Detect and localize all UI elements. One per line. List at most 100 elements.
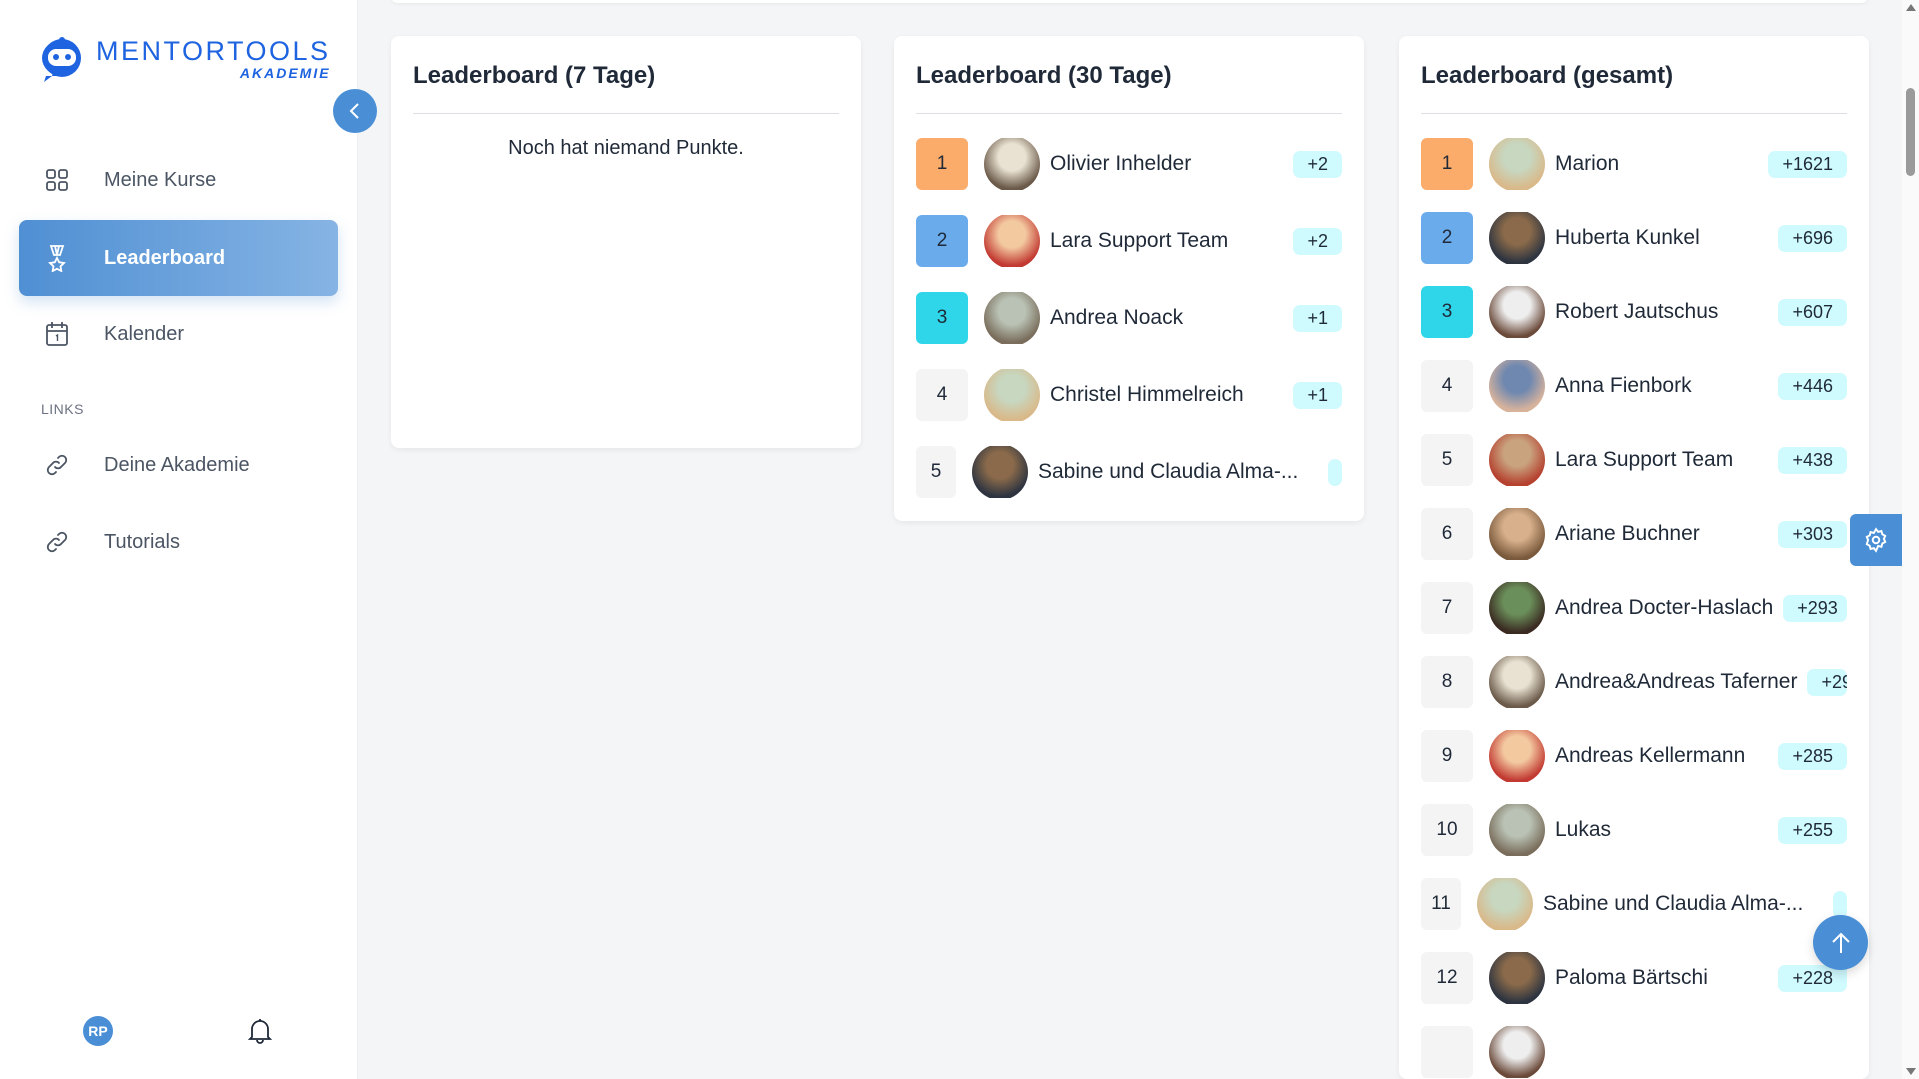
user-avatar[interactable] [984, 292, 1040, 344]
leaderboard-7-days-card: Leaderboard (7 Tage) Noch hat niemand Pu… [391, 36, 861, 448]
points-badge: +2 [1293, 227, 1342, 255]
link-icon [43, 451, 71, 479]
user-name[interactable]: Lara Support Team [1555, 448, 1734, 471]
user-avatar[interactable] [1489, 360, 1545, 412]
user-avatar[interactable] [1489, 286, 1545, 338]
points-badge: +29 [1807, 668, 1847, 696]
user-avatar[interactable] [1489, 656, 1545, 708]
link-icon [43, 528, 71, 556]
sidebar-item-meine-kurse[interactable]: Meine Kurse [19, 142, 338, 218]
leaderboard-row[interactable]: 1 Marion +1621 [1421, 138, 1847, 190]
rank-badge: 11 [1421, 878, 1461, 930]
user-name[interactable]: Andrea Docter-Haslach [1555, 596, 1774, 619]
rank-badge: 1 [916, 138, 968, 190]
rank-badge: 3 [916, 292, 968, 344]
user-name[interactable]: Christel Himmelreich [1050, 383, 1244, 406]
arrow-up-icon [1831, 932, 1850, 953]
user-avatar[interactable] [1489, 138, 1545, 190]
sidebar-item-kalender[interactable]: Kalender [19, 296, 338, 372]
user-avatar[interactable] [972, 446, 1028, 498]
user-name[interactable]: Huberta Kunkel [1555, 226, 1700, 249]
user-name[interactable]: Paloma Bärtschi [1555, 966, 1708, 989]
leaderboard-row[interactable]: 2 Lara Support Team +2 [916, 215, 1342, 267]
user-name[interactable]: Andreas Kellermann [1555, 744, 1746, 767]
user-avatar[interactable] [984, 369, 1040, 421]
collapse-sidebar-button[interactable] [333, 89, 377, 133]
sidebar-link-deine-akademie[interactable]: Deine Akademie [19, 427, 338, 503]
sidebar-item-leaderboard[interactable]: Leaderboard [19, 220, 338, 296]
links-section-label: LINKS [41, 401, 84, 417]
settings-button[interactable] [1850, 514, 1902, 566]
points-badge: +2 [1293, 150, 1342, 178]
user-name[interactable]: Andrea Noack [1050, 306, 1184, 329]
empty-message: Noch hat niemand Punkte. [508, 137, 744, 159]
points-badge: +285 [1778, 742, 1847, 770]
scroll-down-arrow-icon[interactable] [1906, 1068, 1916, 1075]
user-avatar[interactable] [1489, 730, 1545, 782]
rank-badge: 1 [1421, 138, 1473, 190]
leaderboard-row[interactable]: 9 Andreas Kellermann +285 [1421, 730, 1847, 782]
sidebar: MENTORTOOLS AKADEMIE Meine Kurse Leaderb… [0, 0, 358, 1079]
grid-icon [43, 166, 71, 194]
leaderboard-row[interactable]: 10 Lukas +255 [1421, 804, 1847, 856]
page-scrollbar[interactable] [1902, 0, 1919, 1079]
user-name[interactable]: Robert Jautschus [1555, 300, 1719, 323]
leaderboard-total-card: Leaderboard (gesamt) 1 Marion +1621 2 Hubert… [1399, 36, 1869, 1079]
user-name[interactable]: Lukas [1555, 818, 1612, 841]
user-avatar[interactable] [1489, 952, 1545, 1004]
scroll-up-arrow-icon[interactable] [1906, 4, 1916, 11]
rank-badge: 10 [1421, 804, 1473, 856]
user-avatar[interactable] [1489, 508, 1545, 560]
leaderboard-row[interactable]: 7 Andrea Docter-Haslach +293 [1421, 582, 1847, 634]
leaderboard-row[interactable]: 5 Lara Support Team +438 [1421, 434, 1847, 486]
user-avatar[interactable] [1489, 212, 1545, 264]
user-avatar[interactable] [1489, 804, 1545, 856]
leaderboard-row[interactable]: 3 Andrea Noack +1 [916, 292, 1342, 344]
user-avatar[interactable] [1489, 1026, 1545, 1078]
sidebar-item-label: Deine Akademie [104, 453, 250, 476]
rank-badge: 12 [1421, 952, 1473, 1004]
leaderboard-row[interactable]: 6 Ariane Buchner +303 [1421, 508, 1847, 560]
leaderboard-row[interactable] [1421, 1026, 1847, 1078]
sidebar-link-tutorials[interactable]: Tutorials [19, 504, 338, 580]
user-name[interactable]: Sabine und Claudia Alma-... [1038, 460, 1299, 483]
points-badge: +696 [1778, 224, 1847, 252]
leaderboard-row[interactable]: 3 Robert Jautschus +607 [1421, 286, 1847, 338]
user-name[interactable]: Lara Support Team [1050, 229, 1229, 252]
points-badge: +438 [1778, 446, 1847, 474]
leaderboard-list: 1 Marion +1621 2 Huberta Kunkel +696 3 Robert J… [1421, 138, 1847, 1078]
user-avatar[interactable] [1489, 434, 1545, 486]
card-title: Leaderboard (7 Tage) [413, 62, 656, 89]
user-name[interactable]: Olivier Inhelder [1050, 152, 1192, 175]
user-name[interactable]: Sabine und Claudia Alma-... [1543, 892, 1804, 915]
leaderboard-row[interactable]: 8 Andrea&Andreas Taferner +29 [1421, 656, 1847, 708]
rank-badge: 2 [916, 215, 968, 267]
rank-badge: 9 [1421, 730, 1473, 782]
scroll-to-top-button[interactable] [1813, 915, 1868, 970]
leaderboard-row[interactable]: 12 Paloma Bärtschi +228 [1421, 952, 1847, 1004]
user-name[interactable]: Ariane Buchner [1555, 522, 1700, 545]
user-name[interactable]: Andrea&Andreas Taferner [1555, 670, 1798, 693]
user-avatar[interactable] [984, 138, 1040, 190]
points-badge: +255 [1778, 816, 1847, 844]
user-avatar[interactable] [1477, 878, 1533, 930]
leaderboard-row[interactable]: 1 Olivier Inhelder +2 [916, 138, 1342, 190]
leaderboard-row[interactable]: 2 Huberta Kunkel +696 [1421, 212, 1847, 264]
scrollbar-thumb[interactable] [1906, 88, 1915, 176]
user-avatar[interactable]: RP [83, 1016, 113, 1046]
user-avatar[interactable] [984, 215, 1040, 267]
user-name[interactable]: Marion [1555, 152, 1620, 175]
leaderboard-row[interactable]: 4 Anna Fienbork +446 [1421, 360, 1847, 412]
notifications-bell-icon[interactable] [247, 1017, 273, 1050]
user-name[interactable]: Anna Fienbork [1555, 374, 1692, 397]
rank-badge: 5 [1421, 434, 1473, 486]
mentortools-logo[interactable]: MENTORTOOLS AKADEMIE [38, 36, 331, 82]
leaderboard-row[interactable]: 5 Sabine und Claudia Alma-... [916, 446, 1342, 498]
sidebar-item-label: Tutorials [104, 530, 180, 553]
calendar-icon [43, 320, 71, 348]
points-badge: +1621 [1768, 150, 1847, 178]
rank-badge: 4 [916, 369, 968, 421]
leaderboard-row[interactable]: 11 Sabine und Claudia Alma-... [1421, 878, 1847, 930]
leaderboard-row[interactable]: 4 Christel Himmelreich +1 [916, 369, 1342, 421]
user-avatar[interactable] [1489, 582, 1545, 634]
